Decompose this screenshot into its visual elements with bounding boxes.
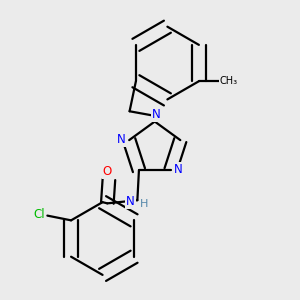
Text: N: N xyxy=(174,163,183,176)
Text: Cl: Cl xyxy=(34,208,45,220)
Text: N: N xyxy=(152,108,161,121)
Text: H: H xyxy=(140,199,148,209)
Text: N: N xyxy=(117,133,126,146)
Text: CH₃: CH₃ xyxy=(220,76,238,86)
Text: N: N xyxy=(126,195,135,208)
Text: O: O xyxy=(103,165,112,178)
